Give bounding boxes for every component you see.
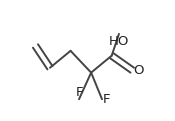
- Text: O: O: [134, 64, 144, 77]
- Text: HO: HO: [109, 35, 129, 48]
- Text: F: F: [75, 86, 83, 99]
- Text: F: F: [103, 93, 111, 106]
